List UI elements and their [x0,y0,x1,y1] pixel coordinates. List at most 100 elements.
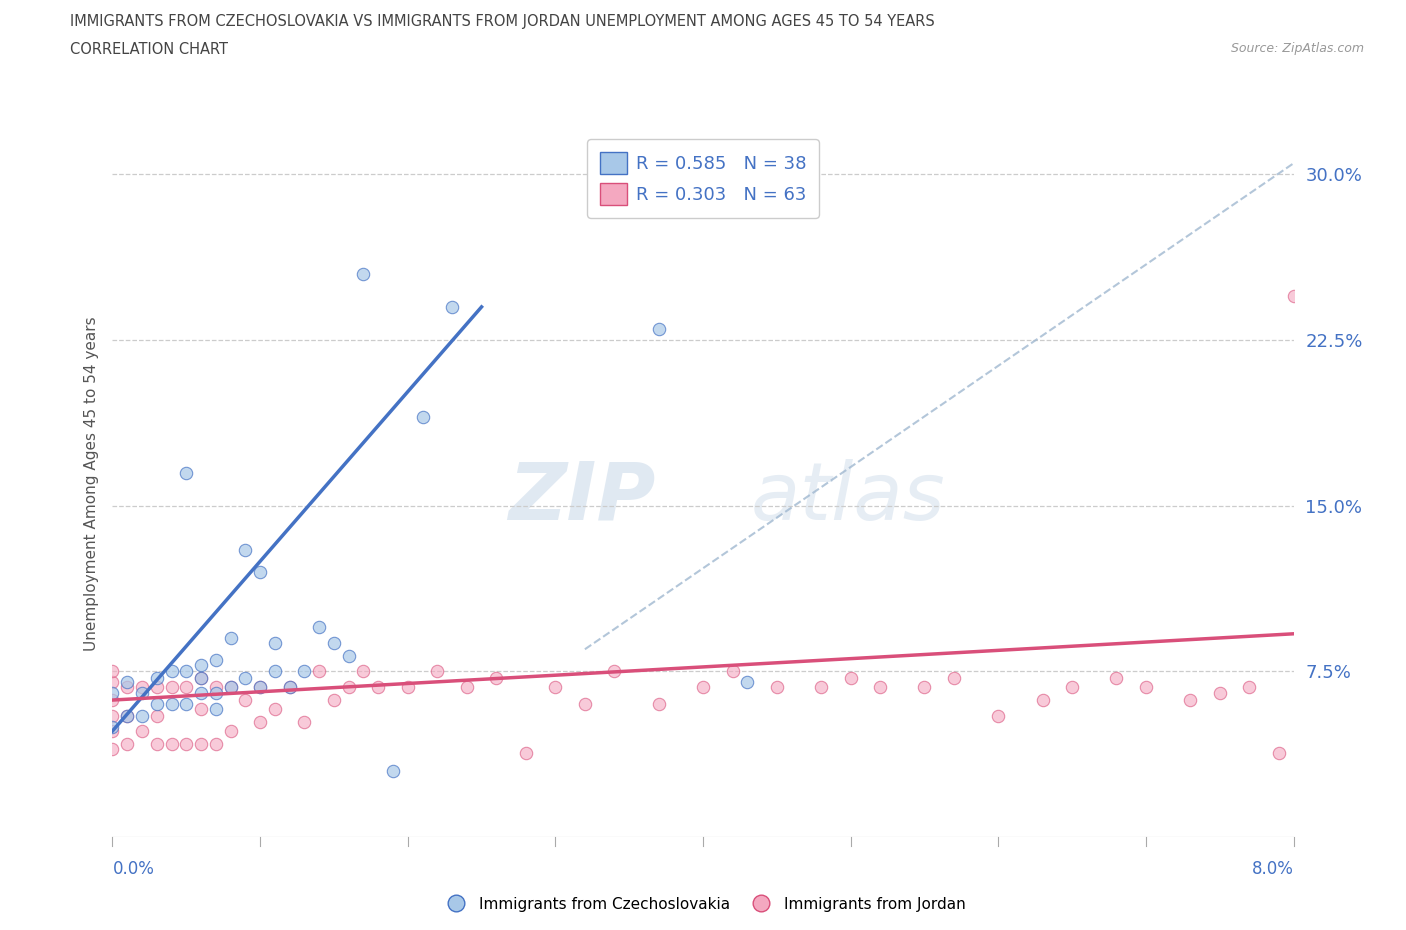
Point [131,724,153,738]
Point [412,410,434,425]
Point [1208,686,1232,701]
Point [249,565,271,579]
Point [101,741,124,756]
Point [367,679,389,694]
Point [117,675,138,690]
Text: 0.0%: 0.0% [112,860,155,878]
Point [249,679,271,694]
Text: Source: ZipAtlas.com: Source: ZipAtlas.com [1230,42,1364,55]
Point [810,679,832,694]
Point [117,737,138,751]
Point [190,686,212,701]
Point [174,679,197,694]
Point [515,746,537,761]
Point [721,664,744,679]
Point [352,266,374,281]
Point [869,679,891,694]
Point [160,737,183,751]
Point [352,664,374,679]
Y-axis label: Unemployment Among Ages 45 to 54 years: Unemployment Among Ages 45 to 54 years [83,316,98,651]
Point [264,701,287,716]
Point [160,664,183,679]
Point [117,708,138,723]
Point [131,679,153,694]
Legend: Immigrants from Czechoslovakia, Immigrants from Jordan: Immigrants from Czechoslovakia, Immigran… [434,891,972,918]
Point [190,737,212,751]
Point [264,635,287,650]
Text: 8.0%: 8.0% [1251,860,1294,878]
Point [1239,679,1261,694]
Point [647,698,671,712]
Point [249,715,271,730]
Point [233,542,256,557]
Point [456,679,478,694]
Point [323,635,346,650]
Point [987,708,1010,723]
Point [264,664,287,679]
Point [233,693,256,708]
Point [219,631,242,645]
Point [337,679,360,694]
Point [249,679,271,694]
Point [117,708,138,723]
Point [101,708,124,723]
Point [426,664,449,679]
Point [1135,679,1157,694]
Point [292,715,315,730]
Point [574,698,596,712]
Point [765,679,787,694]
Point [190,671,212,685]
Point [544,679,567,694]
Point [233,671,256,685]
Point [1282,288,1305,303]
Point [278,679,301,694]
Point [205,679,228,694]
Point [205,653,228,668]
Point [839,671,862,685]
Point [647,322,671,337]
Point [485,671,508,685]
Point [323,693,346,708]
Point [146,671,169,685]
Point [101,693,124,708]
Point [219,679,242,694]
Point [1032,693,1054,708]
Text: CORRELATION CHART: CORRELATION CHART [70,42,228,57]
Point [737,675,759,690]
Point [308,664,330,679]
Text: ZIP: ZIP [509,458,655,537]
Text: atlas: atlas [751,458,945,537]
Legend: R = 0.585   N = 38, R = 0.303   N = 63: R = 0.585 N = 38, R = 0.303 N = 63 [588,140,818,218]
Point [190,658,212,672]
Text: IMMIGRANTS FROM CZECHOSLOVAKIA VS IMMIGRANTS FROM JORDAN UNEMPLOYMENT AMONG AGES: IMMIGRANTS FROM CZECHOSLOVAKIA VS IMMIGR… [70,14,935,29]
Point [146,679,169,694]
Point [1062,679,1084,694]
Point [692,679,714,694]
Point [146,698,169,712]
Point [101,724,124,738]
Point [101,664,124,679]
Point [205,701,228,716]
Point [942,671,965,685]
Point [131,708,153,723]
Point [278,679,301,694]
Point [174,698,197,712]
Point [396,679,419,694]
Point [146,708,169,723]
Point [1105,671,1128,685]
Point [160,698,183,712]
Point [1178,693,1201,708]
Point [603,664,626,679]
Point [146,737,169,751]
Point [441,299,464,314]
Point [1268,746,1291,761]
Point [101,675,124,690]
Point [219,679,242,694]
Point [914,679,936,694]
Point [190,701,212,716]
Point [219,724,242,738]
Point [160,679,183,694]
Point [292,664,315,679]
Point [174,664,197,679]
Point [205,686,228,701]
